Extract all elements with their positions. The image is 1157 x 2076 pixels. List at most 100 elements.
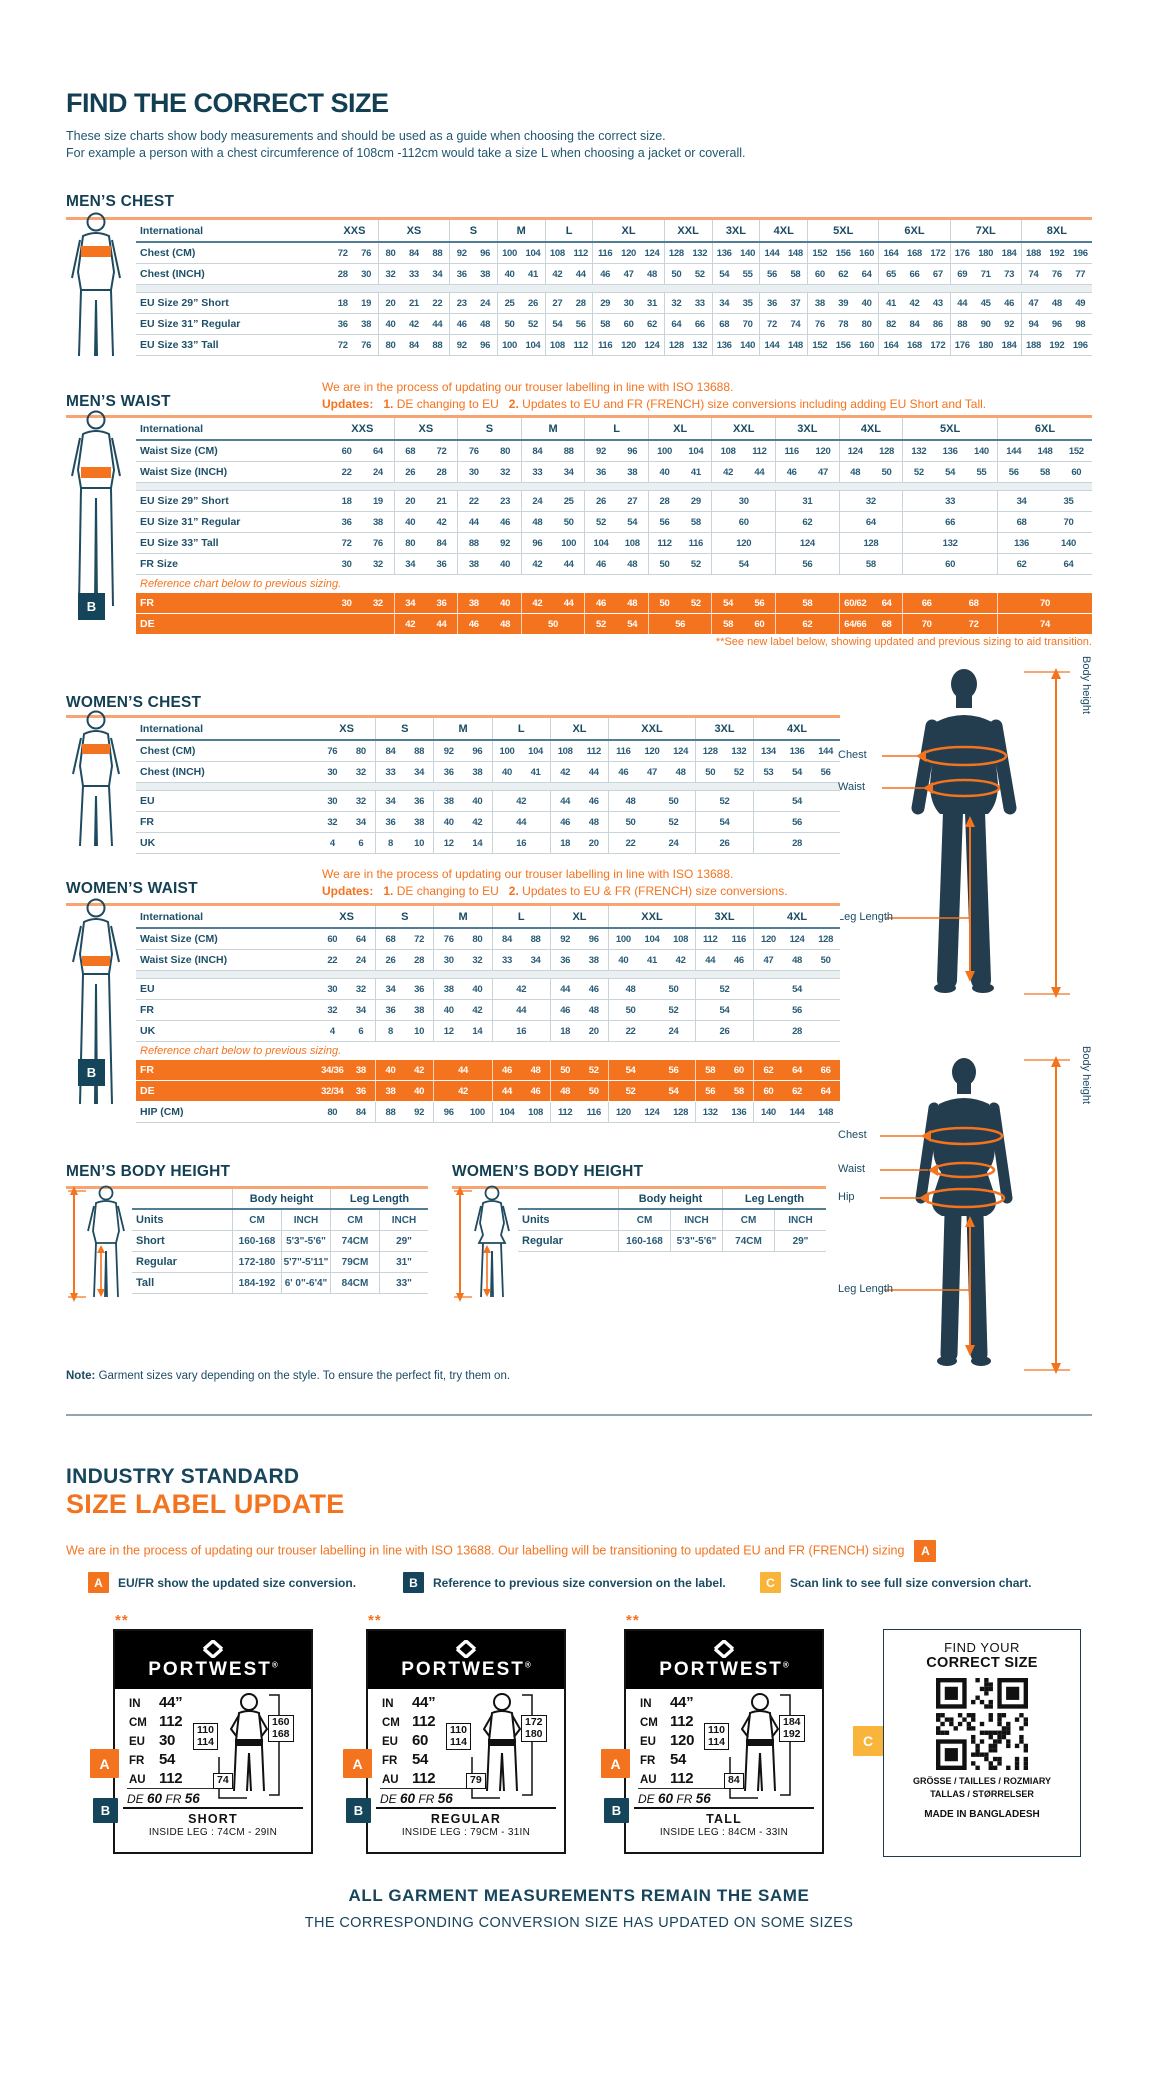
size-value: 54 — [412, 1751, 429, 1768]
size-cell: 56 — [753, 1000, 840, 1020]
size-cell: 28 — [753, 833, 840, 853]
table-row: EU Size 31” Regular 36 38 40 42 44 46 48 50 52 54 5… — [136, 512, 1092, 533]
row-label: Short — [136, 1235, 165, 1247]
size-value: 54 — [159, 1751, 176, 1768]
size-column-header: XXL — [608, 906, 695, 927]
size-cell: 128 132 — [663, 243, 712, 263]
units-row: Units CM INCH CM INCH — [518, 1210, 826, 1231]
womens-chest-title: WOMEN’S CHEST — [66, 694, 202, 711]
brand-name: PORTWEST® — [401, 1658, 531, 1680]
row-label: EU — [140, 795, 155, 807]
update-1-text: DE changing to EU — [393, 396, 499, 411]
label-footer: SHORT INSIDE LEG : 74CM - 29IN — [115, 1812, 311, 1838]
size-column-header: XL — [647, 418, 712, 439]
size-cell: 46 48 — [584, 554, 648, 574]
size-cell: 33 34 — [375, 762, 433, 782]
table-row: FR 34/36 38 40 42 44 46 48 50 52 54 56 58 60 62 64 66 — [136, 1060, 840, 1081]
size-cell: 50 52 — [663, 264, 712, 284]
size-cell: 58 60 62 — [592, 314, 663, 334]
size-column-header: 5XL — [902, 418, 997, 439]
size-cell: 84 88 — [375, 741, 433, 761]
size-cell: 26 28 — [393, 462, 458, 482]
size-cell: 34 35 — [711, 293, 760, 313]
size-cell: 94 96 98 — [1020, 314, 1092, 334]
intro-line-1: These size charts show body measurements… — [66, 129, 666, 143]
size-cell: 100 104 — [496, 243, 545, 263]
table-row: DE 32/34 36 38 40 42 44 46 48 50 52 54 56 58 60 62 64 — [136, 1081, 840, 1102]
size-cell: 40 42 — [433, 1000, 491, 1020]
size-cell: 44 — [491, 1000, 550, 1020]
row-label: Chest (CM) — [140, 247, 196, 259]
table-row: FR Size 30 32 34 36 38 40 42 44 46 48 50 52 54 56 58 60 6… — [136, 554, 1092, 575]
fit-name: SHORT — [188, 1812, 238, 1826]
note-prefix: Note: — [66, 1370, 96, 1382]
size-cell: 56 58 — [759, 264, 807, 284]
legend-text: Scan link to see full size conversion ch… — [790, 1575, 1032, 1590]
table-row: Regular 160-168 5'3"-5'6" 74CM 29" — [518, 1231, 826, 1252]
unit-label: EU — [640, 1736, 656, 1748]
size-column-header: 3XL — [775, 418, 839, 439]
size-cell — [331, 614, 394, 634]
row-label: EU — [140, 983, 155, 995]
table-row: Chest (INCH) 28 30 32 33 34 36 38 40 41 42 44 46 47 48… — [136, 264, 1092, 285]
size-cell: 22 24 — [327, 954, 366, 966]
intro-line-2: For example a person with a chest circum… — [66, 146, 746, 160]
row-label: Waist Size (INCH) — [140, 466, 228, 478]
size-cell: 116 120 124 — [592, 243, 663, 263]
size-cell: 36 37 — [759, 293, 807, 313]
waist-measure-box: 110 114 — [446, 1723, 471, 1750]
mens-chest-title: MEN’S CHEST — [66, 193, 175, 210]
size-cell: 64 66 — [663, 314, 712, 334]
updates-label: Updates: — [322, 883, 374, 898]
size-cell: 132 136 — [694, 1102, 753, 1122]
size-cell: 60 62 64 — [807, 264, 878, 284]
waist-label: Waist — [838, 781, 866, 793]
person-waist-outline-icon: B — [66, 898, 136, 1123]
size-cell: 26 — [694, 833, 753, 853]
size-cell: 48 50 — [520, 512, 585, 532]
garment-note: Note: Garment sizes vary depending on th… — [66, 1370, 510, 1382]
row-label: Chest (CM) — [140, 745, 196, 757]
size-cell: 44 45 46 — [949, 293, 1021, 313]
label-header: PORTWEST® — [115, 1631, 311, 1689]
size-cell: 144 148 — [759, 335, 807, 355]
badge-b: B — [78, 1059, 105, 1086]
size-cell: 32 — [838, 491, 903, 511]
group-header-row: Body height Leg Length — [518, 1189, 826, 1210]
badge-b: B — [346, 1798, 371, 1823]
size-column-header: L — [584, 418, 648, 439]
size-cell: 116 120 124 — [608, 741, 695, 761]
badge-a: A — [601, 1749, 630, 1778]
womens-body-height-table: Body height Leg Length Units CM INCH CM INCH Re… — [452, 1185, 826, 1302]
table-row: Waist Size (INCH) 22 24 26 28 30 32 33 34 36 38 40 4… — [136, 950, 840, 971]
size-column-header: XL — [592, 220, 663, 241]
size-cell: 18 20 — [549, 833, 608, 853]
header-label: International — [140, 910, 204, 923]
size-cell: 18 19 — [337, 297, 372, 309]
size-row: FR 54 — [382, 1751, 428, 1768]
portwest-diamond-icon — [202, 1639, 224, 1658]
reference-note: Reference chart below to previous sizing… — [140, 1045, 342, 1057]
brand-name: PORTWEST® — [148, 1658, 278, 1680]
size-cell: 108 112 — [711, 441, 775, 461]
size-row: AU 112 — [382, 1770, 436, 1787]
badge-a: A — [914, 1540, 937, 1562]
unit-label: IN — [382, 1698, 394, 1710]
qr-heading-2: CORRECT SIZE — [926, 1655, 1038, 1671]
footer-divider — [376, 1807, 556, 1809]
size-cell: 16 — [491, 833, 550, 853]
size-cell: 33 34 — [520, 462, 585, 482]
row-label: HIP (CM) — [140, 1106, 184, 1118]
mens-waist-table: B International XXS XS S M L XL XXL 3XL 4XL 5XL 6XL… — [66, 410, 1092, 635]
update-2-num: 2. — [508, 396, 519, 411]
size-cell: 100 104 108 — [608, 929, 695, 949]
value-cell: 5'3"-5'6" — [281, 1231, 330, 1251]
size-cell: 52 54 — [608, 1081, 695, 1101]
size-column-header: XL — [549, 718, 608, 739]
size-cell: 41 42 43 — [878, 293, 949, 313]
table-row: DE 42 44 46 48 50 52 54 56 58 60 62 64/66 68 70 72 74 — [136, 614, 1092, 635]
size-column-header: 7XL — [949, 220, 1021, 241]
size-cell: 54 — [753, 791, 840, 811]
size-value: 54 — [670, 1751, 687, 1768]
